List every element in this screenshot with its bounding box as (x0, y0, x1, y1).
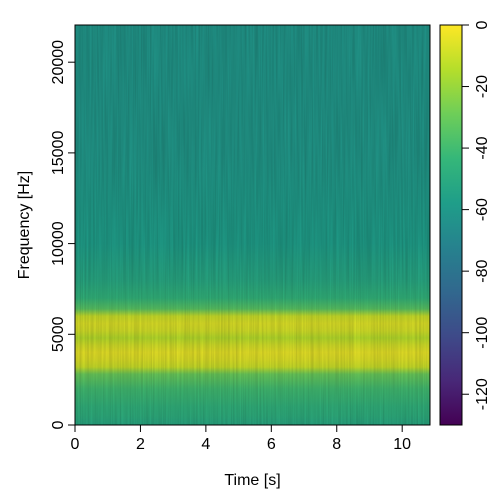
colorbar-tick-label: -60 (474, 198, 491, 221)
x-axis-title: Time [s] (224, 472, 280, 489)
colorbar-ticks: 0 -20 -40 -60 -80 -100 -120 (462, 20, 491, 410)
colorbar-tick-label: 0 (474, 20, 491, 29)
plot-frame (74, 24, 431, 426)
y-tick-label: 10000 (50, 221, 67, 266)
x-axis: 0 2 4 6 8 10 (71, 425, 411, 453)
x-tick-label: 6 (267, 436, 276, 453)
y-tick-label: 15000 (50, 131, 67, 176)
x-tick-label: 4 (201, 436, 210, 453)
x-tick-label: 8 (332, 436, 341, 453)
y-tick-label: 0 (50, 420, 67, 429)
colorbar-scale (439, 24, 463, 426)
colorbar-tick-label: -100 (474, 317, 491, 349)
y-tick-label: 5000 (50, 316, 67, 352)
plot-area (74, 24, 431, 426)
y-tick-label: 20000 (50, 40, 67, 85)
colorbar: 0 -20 -40 -60 -80 -100 -120 (439, 20, 491, 426)
colorbar-tick-label: -80 (474, 259, 491, 282)
spectrogram-texture (75, 25, 430, 425)
colorbar-tick-label: -20 (474, 75, 491, 98)
colorbar-tick-label: -40 (474, 136, 491, 159)
x-tick-label: 0 (71, 436, 80, 453)
y-axis: 0 5000 10000 15000 20000 (50, 40, 75, 429)
x-tick-label: 10 (393, 436, 411, 453)
x-tick-label: 2 (136, 436, 145, 453)
colorbar-tick-label: -120 (474, 378, 491, 410)
y-axis-title: Frequency [Hz] (16, 171, 33, 279)
